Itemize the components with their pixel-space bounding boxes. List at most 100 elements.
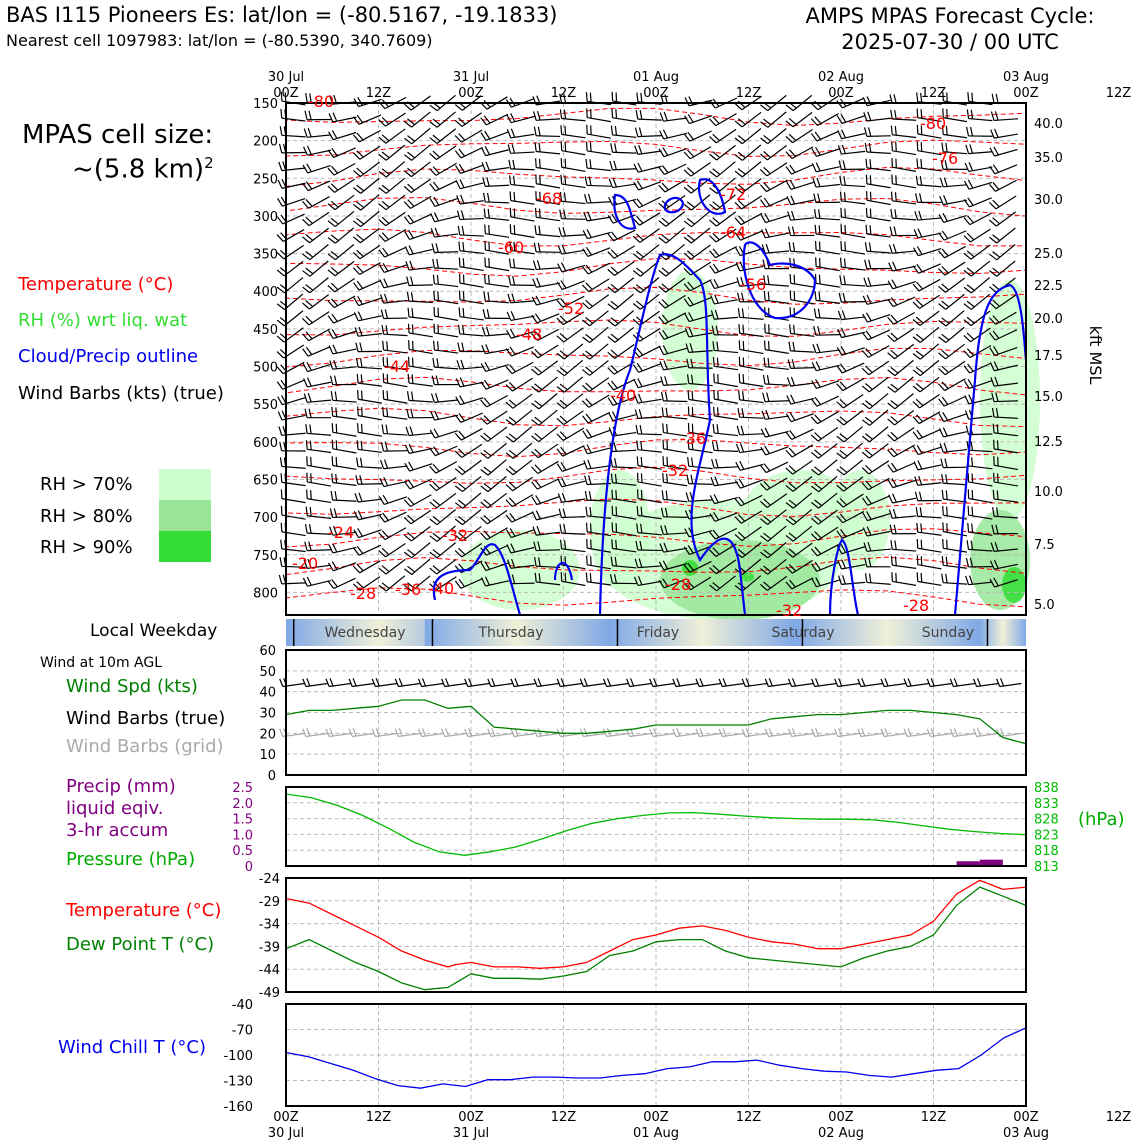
- barb-flag: [941, 266, 949, 274]
- bottom-date-0: 30 Jul: [268, 1126, 304, 1140]
- barb-flag: [887, 369, 896, 377]
- temp-label-19: -20: [292, 554, 318, 573]
- barb-flag: [916, 445, 923, 454]
- kft-tick-6: 20.0: [1034, 312, 1063, 327]
- barb-flag: [538, 158, 541, 169]
- barb-flag: [890, 191, 893, 201]
- barb-flag: [485, 161, 490, 171]
- wind-barb-285: [864, 242, 891, 254]
- barb-flag: [838, 292, 842, 303]
- barb-flag: [488, 258, 490, 268]
- barb-staff: [537, 460, 559, 474]
- barb-staff: [485, 266, 510, 272]
- wind-barb-250: [709, 228, 737, 243]
- wind-barb-664: [913, 460, 942, 471]
- barb-flag: [534, 313, 542, 322]
- wind-barb-244: [558, 226, 586, 237]
- barb-flag: [938, 285, 946, 293]
- wind-barb-41: [559, 109, 586, 122]
- barb-flag: [813, 208, 817, 219]
- barb-flag: [636, 472, 639, 482]
- barb-flag: [279, 457, 283, 467]
- barb-flag: [635, 284, 645, 291]
- barb-flag: [276, 366, 284, 375]
- wind-barb-695: [967, 472, 993, 487]
- barb-flag: [378, 136, 387, 144]
- temp-contour-4: [285, 197, 1027, 217]
- barb-flag: [938, 383, 946, 391]
- barb-staff: [512, 442, 533, 459]
- barb-flag: [890, 383, 899, 391]
- barb-flag: [864, 142, 868, 153]
- barb-flag: [691, 423, 694, 433]
- barb-flag: [386, 373, 389, 384]
- wind-barb-205: [302, 211, 330, 227]
- pressure-tick-823: 823: [1034, 828, 1059, 843]
- wind-barb-243: [534, 225, 561, 238]
- wind-barb-65: [429, 128, 457, 144]
- barb-staff: [383, 349, 408, 354]
- barb-flag: [632, 303, 641, 310]
- barb-flag: [691, 407, 694, 417]
- barb-flag: [658, 220, 667, 227]
- barb-flag: [409, 260, 414, 270]
- wind-barb-655: [687, 456, 713, 470]
- barb-flag: [742, 357, 745, 367]
- wind-barb-347: [963, 277, 991, 294]
- barb-staff: [383, 465, 408, 470]
- barb-flag: [992, 423, 995, 433]
- barb-flag: [614, 457, 617, 468]
- barb-flag: [790, 376, 796, 386]
- temp-contour-2: [285, 139, 1027, 157]
- temp-label-13: -36: [680, 429, 706, 448]
- barb-flag: [531, 466, 539, 474]
- barb-flag: [408, 461, 414, 471]
- barb-flag: [615, 109, 618, 119]
- barb-staff: [866, 167, 891, 172]
- wind-barb-428: [813, 326, 840, 336]
- wind-barb-51: [810, 113, 839, 127]
- wind-barb-289: [963, 244, 991, 260]
- barb-flag: [863, 277, 868, 287]
- barb-flag: [356, 249, 364, 257]
- barb-flag: [380, 459, 385, 469]
- barb-flag: [306, 377, 312, 387]
- wind-barb-294: [352, 262, 381, 276]
- barb-flag: [861, 467, 870, 475]
- barb-staff: [410, 195, 432, 209]
- barb-flag: [331, 439, 334, 449]
- barb-flag: [277, 396, 283, 405]
- barb-flag: [891, 478, 898, 487]
- barb-flag: [887, 418, 896, 426]
- barb-staff: [815, 233, 840, 238]
- rh-legend-80: RH > 80%: [40, 506, 133, 527]
- barb-flag: [484, 240, 486, 251]
- wind-barb-659: [785, 460, 813, 475]
- barb-flag: [865, 312, 872, 322]
- wind-barb-499: [407, 373, 433, 387]
- barb-flag: [814, 131, 822, 140]
- barb-flag: [713, 389, 715, 400]
- barb-flag: [509, 175, 512, 185]
- barb-staff: [510, 151, 535, 154]
- barb-flag: [633, 181, 640, 191]
- barb-flag: [509, 241, 512, 251]
- barb-flag: [836, 418, 845, 426]
- wind-barb-674: [429, 476, 457, 492]
- barb-staff: [663, 365, 688, 371]
- barb-staff: [970, 277, 991, 294]
- barb-flag: [839, 363, 847, 372]
- wind-barb-316: [912, 263, 941, 274]
- barb-staff: [688, 431, 713, 437]
- barb-flag: [760, 446, 767, 456]
- barb-flag: [763, 290, 766, 301]
- barb-flag: [432, 134, 441, 142]
- barb-flag: [895, 175, 897, 185]
- barb-flag: [861, 402, 870, 410]
- barb-flag: [683, 283, 691, 292]
- barb-flag: [915, 299, 924, 307]
- barb-flag: [967, 363, 974, 372]
- barb-flag: [436, 259, 439, 269]
- wind-barb-556: [382, 406, 408, 420]
- barb-flag: [279, 678, 284, 687]
